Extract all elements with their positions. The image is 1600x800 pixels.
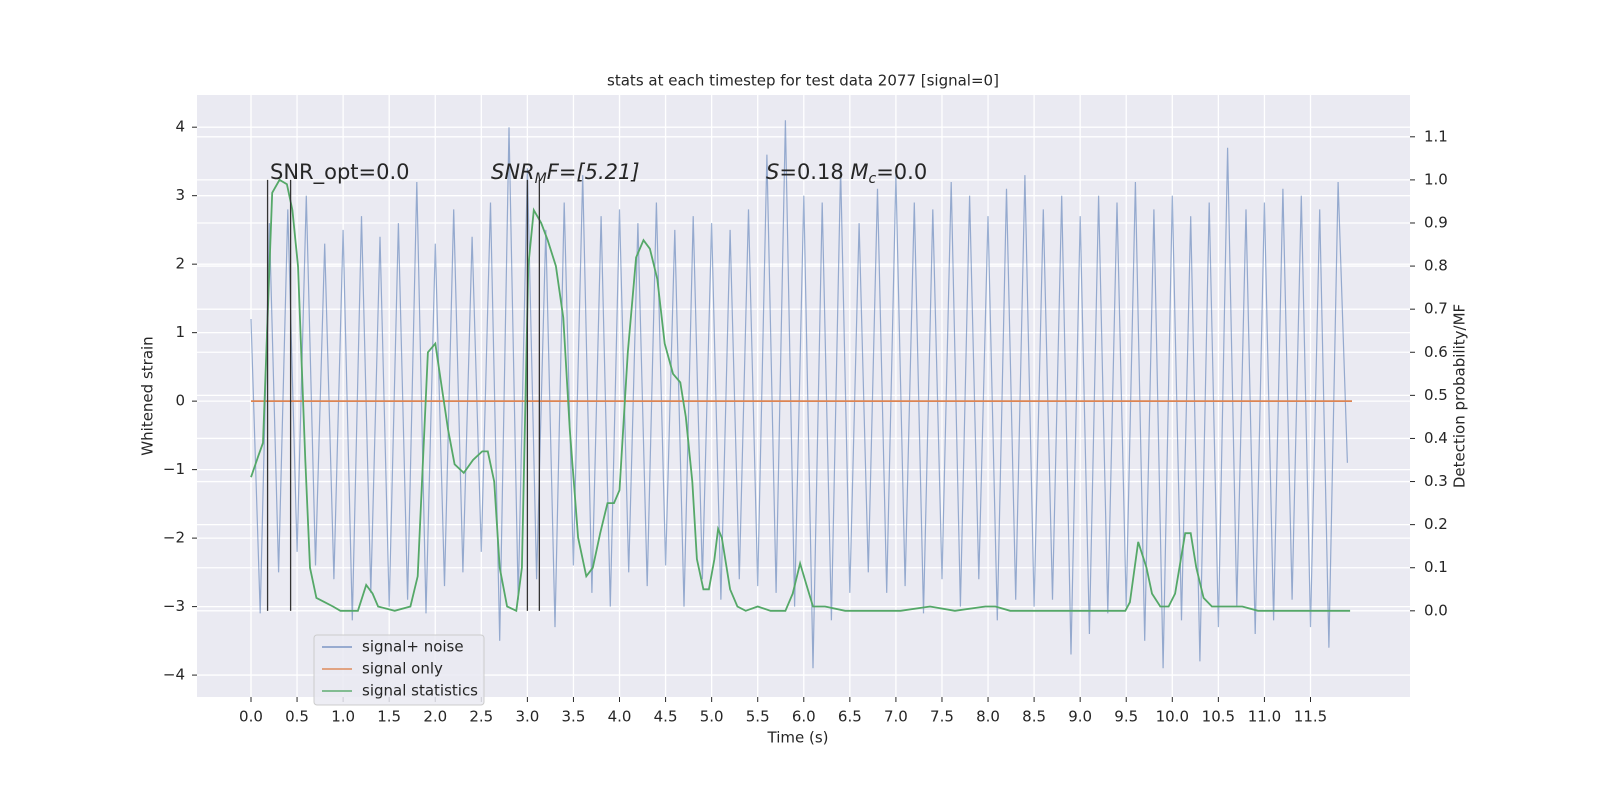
y2-tick-label: 1.0	[1424, 170, 1448, 188]
x-tick-label: 3.0	[515, 708, 539, 726]
y2-axis-label: Detection probability/MF	[1451, 304, 1469, 488]
annotation: S=0.18 Mc=0.0	[766, 160, 927, 187]
y-tick-label: −1	[163, 460, 185, 478]
x-tick-label: 2.5	[469, 708, 493, 726]
annotation-part: S	[766, 160, 779, 184]
legend-label: signal only	[362, 660, 443, 678]
x-tick-label: 10.5	[1202, 708, 1235, 726]
annotation-part: SNR_opt=0.0	[270, 160, 410, 185]
legend-box	[313, 634, 485, 706]
y2-tick-label: 1.1	[1424, 127, 1448, 145]
y2-tick-label: 0.7	[1424, 300, 1448, 318]
legend: signal+ noise signal only signal statistic…	[313, 634, 485, 706]
x-tick-label: 9.0	[1068, 708, 1092, 726]
x-axis-label: Time (s)	[767, 729, 829, 747]
x-tick-label: 0.0	[239, 708, 263, 726]
y-tick-label: 2	[175, 255, 185, 273]
x-tick-label: 7.0	[884, 708, 908, 726]
y2-tick-label: 0.4	[1424, 429, 1448, 447]
y-tick-label: 0	[175, 392, 185, 410]
x-tick-label: 7.5	[930, 708, 954, 726]
y-tick-label: 3	[175, 186, 185, 204]
y2-tick-label: 0.5	[1424, 386, 1448, 404]
x-tick-label: 5.5	[746, 708, 770, 726]
x-tick-label: 10.0	[1156, 708, 1189, 726]
y-tick-label: 4	[175, 118, 185, 136]
legend-label: signal statistics	[362, 682, 478, 700]
y2-tick-label: 0.8	[1424, 257, 1448, 275]
annotation-part: M	[535, 171, 547, 187]
x-tick-label: 2.0	[423, 708, 447, 726]
x-tick-label: 4.5	[654, 708, 678, 726]
annotation-part: =0.18	[779, 160, 850, 184]
legend-label: signal+ noise	[362, 638, 464, 656]
x-tick-label: 1.5	[377, 708, 401, 726]
x-tick-label: 6.0	[792, 708, 816, 726]
y-tick-label: −3	[163, 597, 185, 615]
y2-tick-label: 0.3	[1424, 472, 1448, 490]
x-tick-label: 4.0	[608, 708, 632, 726]
y-tick-label: 1	[175, 323, 185, 341]
y2-tick-label: 0.0	[1424, 601, 1448, 619]
y-tick-label: −2	[163, 529, 185, 547]
x-tick-label: 1.0	[331, 708, 355, 726]
y2-tick-label: 0.6	[1424, 343, 1448, 361]
x-tick-label: 8.0	[976, 708, 1000, 726]
series-line	[250, 178, 1351, 613]
annotation: SNR_opt=0.0	[270, 160, 410, 185]
y-tick-label: −4	[163, 666, 185, 684]
y2-tick-label: 0.9	[1424, 213, 1448, 231]
x-tick-label: 8.5	[1022, 708, 1046, 726]
annotation-part: SNR	[491, 160, 535, 184]
annotation: SNRMF=[5.21]	[491, 160, 640, 187]
annotation-part: c	[869, 171, 877, 187]
x-tick-label: 11.5	[1294, 708, 1327, 726]
annotation-part: F=[5.21]	[547, 160, 640, 184]
x-tick-label: 0.5	[285, 708, 309, 726]
x-tick-label: 3.5	[562, 708, 586, 726]
annotation-part: =0.0	[876, 160, 927, 184]
x-tick-label: 11.0	[1248, 708, 1281, 726]
y-axis-label: Whitened strain	[139, 336, 157, 455]
x-tick-label: 5.0	[700, 708, 724, 726]
x-tick-label: 9.5	[1114, 708, 1138, 726]
annotation-part: M	[850, 160, 868, 184]
x-tick-label: 6.5	[838, 708, 862, 726]
chart-title: stats at each timestep for test data 207…	[607, 72, 999, 90]
y2-tick-label: 0.2	[1424, 515, 1448, 533]
y2-tick-label: 0.1	[1424, 558, 1448, 576]
